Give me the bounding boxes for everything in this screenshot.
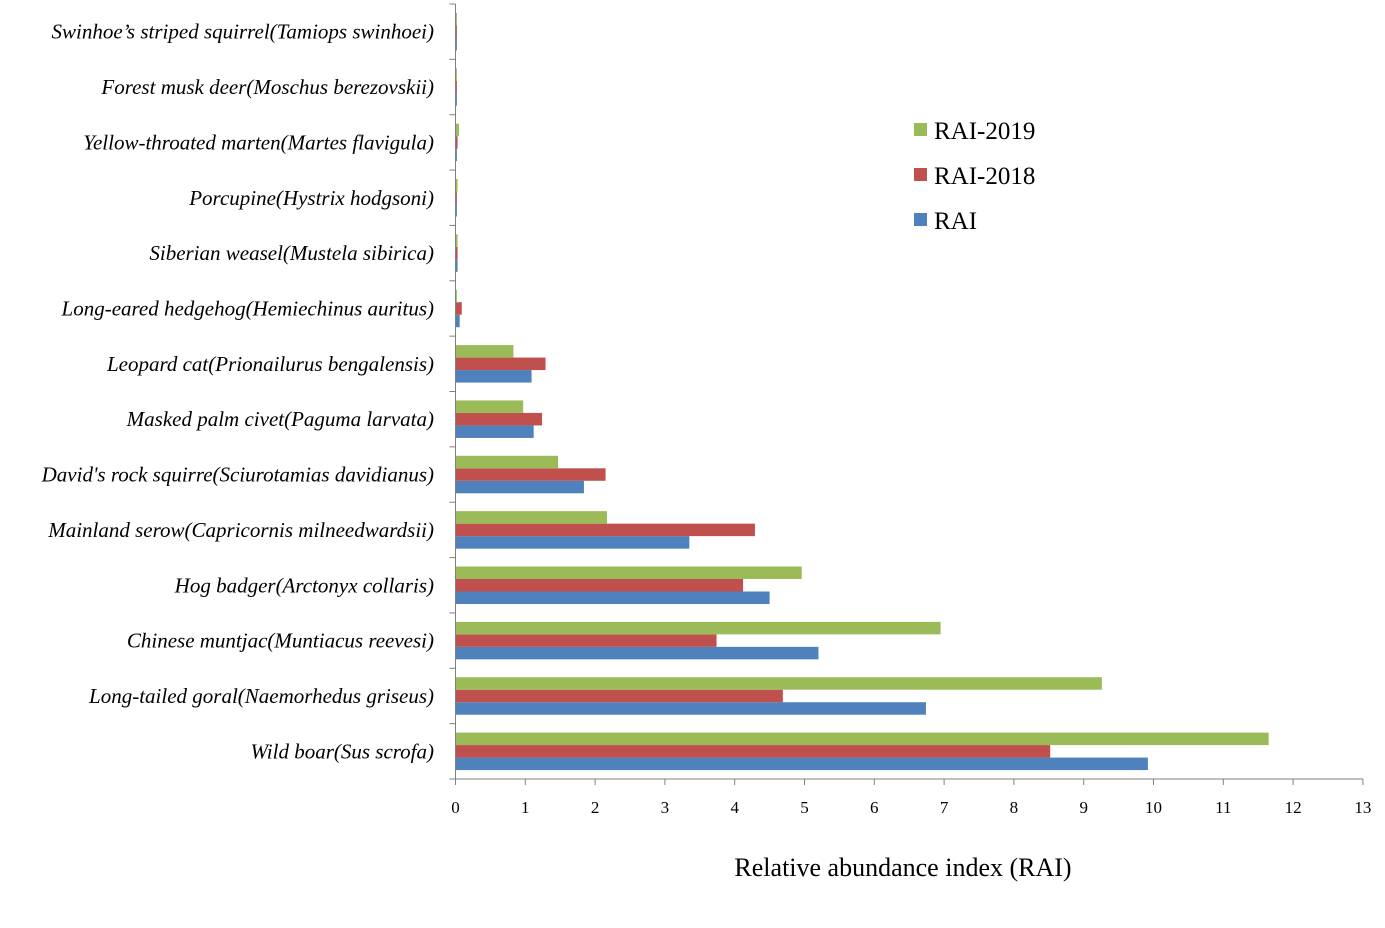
bar-rai-2 xyxy=(455,646,819,660)
bar-rai-7 xyxy=(455,370,532,383)
x-tick-label: 12 xyxy=(1285,798,1302,817)
legend-swatch-rai-2019 xyxy=(914,123,927,136)
bar-rai-2019-9 xyxy=(455,234,458,247)
bar-rai-2019-5 xyxy=(455,455,559,469)
bars-group xyxy=(455,12,1269,771)
bar-rai-0 xyxy=(455,757,1148,771)
category-label: Mainland serow(Capricornis milneedwardsi… xyxy=(47,518,434,542)
category-label: Leopard cat(Prionailurus bengalensis) xyxy=(106,352,434,376)
bar-rai-9 xyxy=(455,259,458,272)
bar-rai-2018-0 xyxy=(455,745,1051,758)
category-labels: Wild boar(Sus scrofa) Long-tailed goral(N… xyxy=(41,20,434,764)
bar-rai-2019-6 xyxy=(455,400,524,413)
bar-rai-2018-5 xyxy=(455,468,606,481)
bar-rai-2018-9 xyxy=(455,246,458,260)
bar-rai-2019-1 xyxy=(455,677,1102,690)
x-tick-labels: 0 1 2 3 4 5 6 7 8 9 10 11 12 13 xyxy=(451,798,1371,817)
bar-rai-2019-10 xyxy=(455,179,458,192)
x-tick-label: 11 xyxy=(1215,798,1231,817)
bar-rai-2019-13 xyxy=(455,12,457,26)
category-label: David's rock squirre(Sciurotamias davidi… xyxy=(41,463,434,487)
x-tick-label: 13 xyxy=(1354,798,1371,817)
bar-rai-2019-11 xyxy=(455,123,459,137)
bar-rai-4 xyxy=(455,536,690,549)
bar-rai-2019-7 xyxy=(455,345,514,358)
category-label: Yellow-throated marten(Martes flavigula) xyxy=(83,130,434,154)
axis-ticks xyxy=(449,3,1364,785)
bar-rai-11 xyxy=(455,148,457,162)
bar-rai-2018-10 xyxy=(455,191,457,204)
bar-rai-10 xyxy=(455,204,457,217)
legend: RAI-2019 RAI-2018 RAI xyxy=(914,118,1035,235)
x-tick-label: 9 xyxy=(1079,798,1088,817)
bar-rai-2018-12 xyxy=(455,80,457,94)
bar-rai-2019-12 xyxy=(455,68,457,81)
legend-label: RAI xyxy=(934,208,977,235)
bar-rai-6 xyxy=(455,425,534,438)
bar-rai-2018-11 xyxy=(455,136,458,149)
category-label: Wild boar(Sus scrofa) xyxy=(250,739,434,763)
bar-rai-1 xyxy=(455,702,926,715)
x-tick-label: 5 xyxy=(800,798,809,817)
x-tick-label: 0 xyxy=(451,798,460,817)
x-tick-label: 2 xyxy=(591,798,600,817)
bar-rai-2018-13 xyxy=(455,25,457,38)
bar-rai-8 xyxy=(455,314,460,328)
category-label: Swinhoe’s striped squirrel(Tamiops swinh… xyxy=(51,20,434,44)
bar-rai-12 xyxy=(455,93,457,106)
bar-rai-2019-4 xyxy=(455,511,607,524)
bar-rai-2018-4 xyxy=(455,523,755,537)
category-label: Siberian weasel(Mustela sibirica) xyxy=(149,241,434,265)
category-label: Masked palm civet(Paguma larvata) xyxy=(126,407,434,431)
bar-rai-5 xyxy=(455,480,584,494)
category-label: Forest musk deer(Moschus berezovskii) xyxy=(100,75,434,99)
bar-rai-3 xyxy=(455,591,770,604)
x-tick-label: 3 xyxy=(661,798,670,817)
bar-rai-2019-2 xyxy=(455,621,941,635)
category-label: Chinese muntjac(Muntiacus reevesi) xyxy=(127,629,434,653)
x-tick-label: 4 xyxy=(730,798,739,817)
x-tick-label: 7 xyxy=(940,798,949,817)
legend-label: RAI-2019 xyxy=(934,118,1035,145)
bar-rai-13 xyxy=(455,37,457,51)
bar-rai-2018-1 xyxy=(455,689,783,703)
bar-rai-2018-2 xyxy=(455,634,717,647)
legend-label: RAI-2018 xyxy=(934,163,1035,190)
bar-rai-2018-3 xyxy=(455,579,744,592)
bar-rai-2018-8 xyxy=(455,302,462,315)
category-label: Porcupine(Hystrix hodgsoni) xyxy=(188,186,434,210)
category-label: Long-tailed goral(Naemorhedus griseus) xyxy=(88,684,434,708)
legend-swatch-rai-2018 xyxy=(914,168,927,181)
x-tick-label: 8 xyxy=(1010,798,1019,817)
legend-swatch-rai xyxy=(914,213,927,226)
bar-rai-2018-6 xyxy=(455,412,543,426)
x-tick-label: 6 xyxy=(870,798,879,817)
bar-rai-2019-3 xyxy=(455,566,802,579)
x-tick-label: 10 xyxy=(1145,798,1162,817)
bar-rai-2019-8 xyxy=(455,289,457,303)
bar-rai-2018-7 xyxy=(455,357,546,371)
category-label: Hog badger(Arctonyx collaris) xyxy=(174,573,434,597)
x-tick-label: 1 xyxy=(521,798,530,817)
x-axis-title: Relative abundance index (RAI) xyxy=(734,853,1071,882)
category-label: Long-eared hedgehog(Hemiechinus auritus) xyxy=(61,296,434,320)
bar-rai-2019-0 xyxy=(455,732,1269,746)
